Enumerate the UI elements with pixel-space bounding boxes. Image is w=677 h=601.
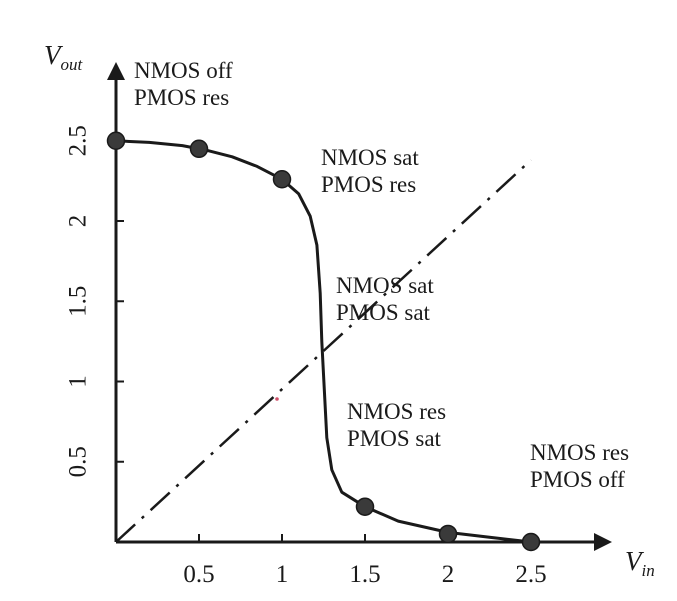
axes (107, 62, 612, 551)
region-label-line: PMOS res (134, 85, 229, 110)
region-label-line: PMOS sat (336, 300, 431, 325)
ticks: 0.5 1 1.5 2 2.5 0.5 1 1.5 2 2.5 (65, 125, 547, 588)
x-axis-arrow (594, 533, 612, 551)
y-tick-label: 2 (65, 215, 92, 228)
region-label-line: NMOS off (134, 58, 233, 83)
x-tick-label: 2.5 (515, 561, 546, 588)
region-label-line: PMOS sat (347, 426, 442, 451)
x-tick-label: 0.5 (183, 561, 214, 588)
data-point (189, 139, 209, 159)
y-tick-label: 1 (65, 375, 92, 388)
y-axis-title-main: V (44, 40, 64, 70)
region-label: NMOS res PMOS sat (347, 399, 446, 451)
stray-dot (275, 397, 279, 401)
region-label-line: NMOS sat (336, 273, 434, 298)
transfer-curve (115, 139, 532, 544)
data-point (355, 497, 375, 516)
data-point (272, 170, 292, 189)
y-axis-arrow (107, 62, 125, 80)
x-axis-title-sub: in (642, 561, 655, 580)
region-label: NMOS sat PMOS sat (336, 273, 434, 325)
y-tick-label: 1.5 (65, 286, 92, 317)
region-label: NMOS off PMOS res (134, 58, 233, 110)
y-axis-title: Vout (44, 40, 84, 74)
x-axis-title-main: V (625, 546, 645, 576)
region-label: NMOS res PMOS off (530, 440, 629, 492)
region-label-line: NMOS res (530, 440, 629, 465)
y-tick-label: 0.5 (65, 446, 92, 477)
region-label-line: PMOS res (321, 172, 416, 197)
y-axis-title-sub: out (61, 55, 84, 74)
x-axis-title: Vin (625, 546, 655, 580)
region-label: NMOS sat PMOS res (321, 145, 419, 197)
region-label-line: NMOS res (347, 399, 446, 424)
y-tick-label: 2.5 (65, 125, 92, 156)
x-tick-label: 1.5 (349, 561, 380, 588)
reference-line (115, 159, 532, 543)
x-tick-label: 1 (276, 561, 289, 588)
data-point (438, 524, 458, 544)
data-point (106, 131, 126, 150)
x-tick-label: 2 (442, 561, 455, 588)
series (115, 139, 532, 544)
data-points (106, 131, 541, 552)
data-point (521, 532, 541, 552)
region-label-line: PMOS off (530, 467, 625, 492)
region-label-line: NMOS sat (321, 145, 419, 170)
